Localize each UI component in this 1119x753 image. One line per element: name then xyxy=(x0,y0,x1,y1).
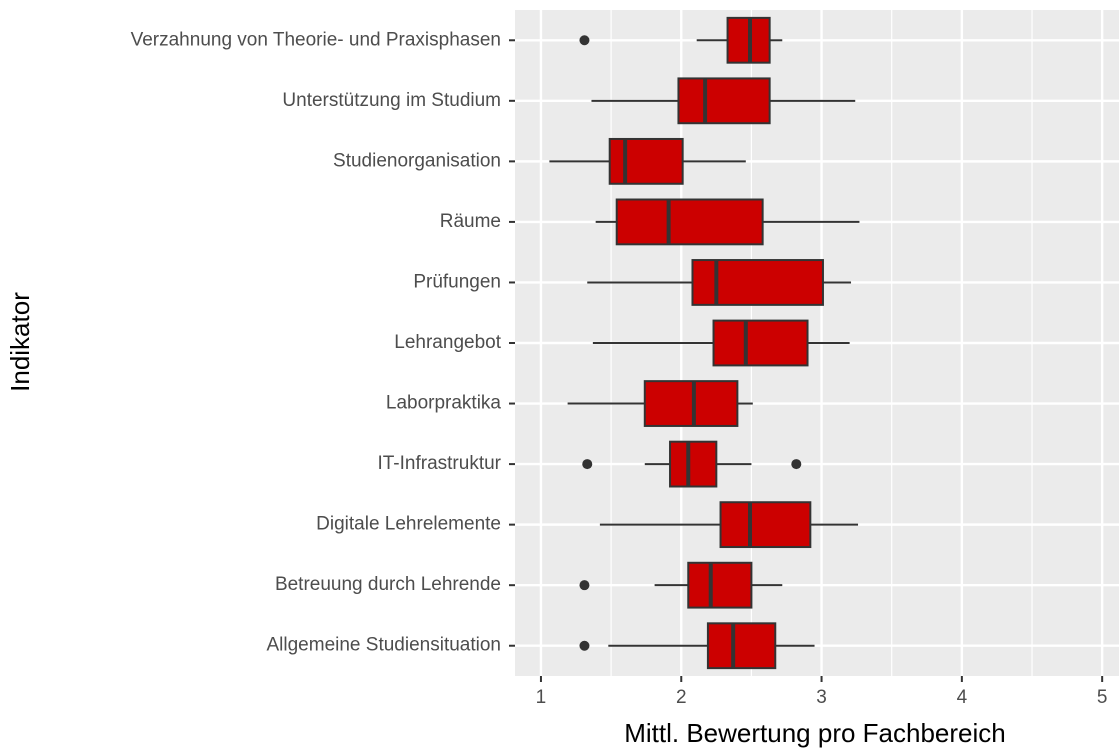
outlier xyxy=(582,459,593,470)
y-tick-label: IT-Infrastruktur xyxy=(377,453,501,474)
x-tick-label: 4 xyxy=(957,687,968,708)
outlier xyxy=(579,640,590,651)
box xyxy=(719,501,812,549)
x-tick-label: 5 xyxy=(1097,687,1108,708)
outlier xyxy=(791,459,802,470)
y-tick-label: Studienorganisation xyxy=(333,150,501,171)
box xyxy=(706,622,777,670)
y-tick-label: Allgemeine Studiensituation xyxy=(267,635,502,656)
box xyxy=(608,137,684,185)
y-tick-label: Laborpraktika xyxy=(386,393,502,414)
y-tick-label: Verzahnung von Theorie- und Praxisphasen xyxy=(131,29,501,50)
box xyxy=(677,77,771,125)
box xyxy=(669,440,718,488)
box xyxy=(615,198,764,246)
x-tick-label: 3 xyxy=(816,687,827,708)
y-tick-label: Prüfungen xyxy=(413,271,501,292)
x-axis-title: Mittl. Bewertung pro Fachbereich xyxy=(624,718,1006,748)
box xyxy=(687,561,753,609)
box xyxy=(691,259,824,306)
box xyxy=(643,380,739,427)
x-tick-label: 2 xyxy=(676,687,687,708)
x-tick-label: 1 xyxy=(536,687,547,708)
y-tick-label: Lehrangebot xyxy=(394,332,501,353)
outlier xyxy=(579,580,590,591)
y-axis-title: Indikator xyxy=(5,292,35,392)
y-tick-label: Räume xyxy=(440,211,501,232)
y-tick-label: Betreuung durch Lehrende xyxy=(275,574,501,595)
outlier xyxy=(579,35,590,46)
y-tick-label: Unterstützung im Studium xyxy=(282,90,501,111)
box xyxy=(712,319,809,367)
y-tick-label: Digitale Lehrelemente xyxy=(316,514,501,535)
